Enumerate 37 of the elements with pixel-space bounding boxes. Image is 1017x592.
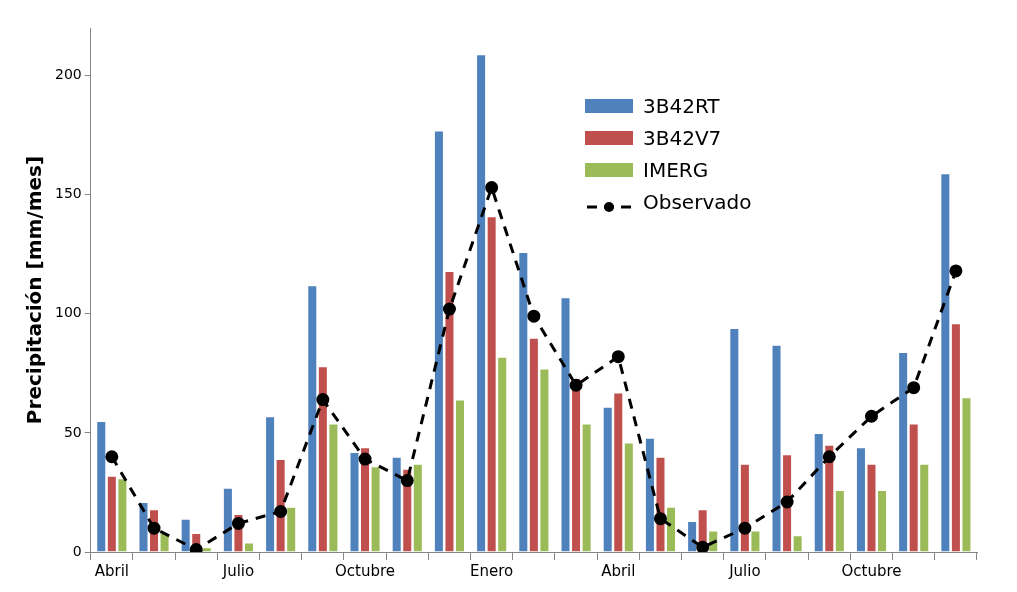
point: [105, 450, 119, 464]
x-tick-label: Julio: [728, 561, 761, 580]
x-tick-label: Octubre: [841, 561, 902, 580]
point: [442, 302, 456, 316]
point: [569, 378, 583, 392]
x-tick-label: Octubre: [335, 561, 396, 580]
y-tick-label: 150: [54, 185, 82, 202]
point: [780, 495, 794, 509]
legend-label: 3B42V7: [643, 126, 722, 150]
point: [611, 350, 625, 364]
point: [400, 474, 414, 488]
point: [696, 540, 710, 552]
y-tick-label: 0: [72, 542, 82, 559]
legend-label: IMERG: [643, 158, 709, 182]
point: [527, 309, 541, 323]
point: [822, 450, 836, 464]
x-tick-label: Abril: [601, 561, 636, 580]
x-tick-label: Enero: [470, 561, 514, 580]
y-tick-label: 200: [54, 66, 82, 83]
legend-label: Observado: [643, 190, 752, 214]
point: [949, 264, 963, 278]
y-axis-title: Precipitación [mm/mes]: [22, 155, 47, 425]
point: [738, 521, 752, 535]
point: [316, 393, 330, 407]
point: [147, 521, 161, 535]
point: [864, 409, 878, 423]
point: [358, 452, 372, 466]
point: [907, 381, 921, 395]
point: [274, 505, 288, 519]
point: [653, 512, 667, 526]
x-tick-label: Abril: [94, 561, 129, 580]
point: [485, 181, 499, 195]
y-tick-label: 100: [54, 304, 82, 321]
x-tick-label: Julio: [221, 561, 255, 580]
legend-label: 3B42RT: [643, 94, 720, 118]
y-tick-label: 50: [63, 423, 82, 440]
point: [231, 516, 245, 530]
